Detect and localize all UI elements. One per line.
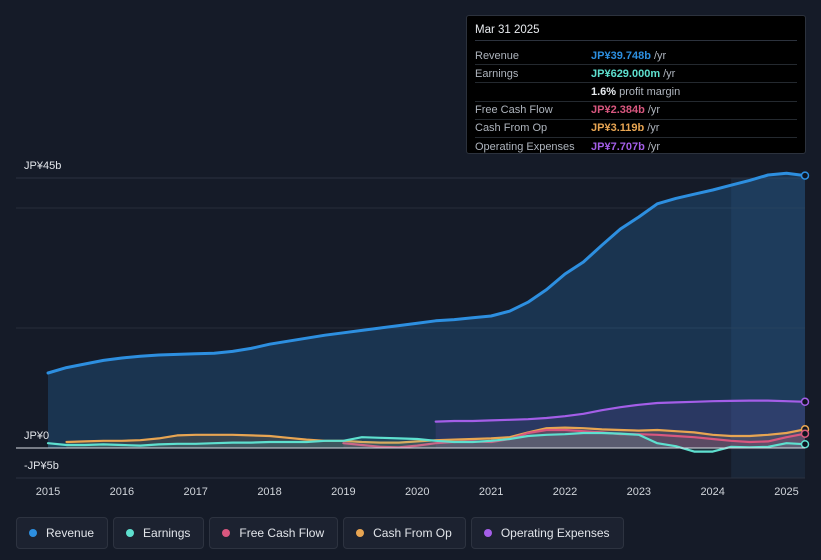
tooltip-row-value: JP¥629.000m/yr <box>591 67 676 80</box>
legend-dot-icon <box>356 529 365 537</box>
legend-dot-icon <box>29 529 37 537</box>
y-label-bottom: -JP¥5b <box>24 460 59 472</box>
x-tick-label: 2017 <box>183 486 207 498</box>
tooltip-row: Cash From Op JP¥3.119b/yr <box>475 120 797 138</box>
revenue-end-point <box>800 171 810 180</box>
tooltip-row-label: Free Cash Flow <box>475 104 553 117</box>
tooltip-row: Earnings JP¥629.000m/yr <box>475 65 797 84</box>
revenue-line <box>46 171 807 375</box>
tooltip-row-value: JP¥2.384b/yr <box>591 104 661 117</box>
tooltip-row-label: Cash From Op <box>475 122 548 135</box>
tooltip-row-value: 1.6% profit margin <box>591 85 681 98</box>
tooltip-row-label: Operating Expenses <box>475 140 575 153</box>
earnings-end-point <box>800 439 810 449</box>
revenue-area <box>48 173 805 448</box>
legend-item-revenue[interactable]: Revenue <box>16 517 109 549</box>
x-tick-label: 2019 <box>331 486 355 498</box>
tooltip-row: Revenue JP¥39.748b/yr <box>475 47 797 66</box>
tooltip-row-label: Revenue <box>475 49 520 62</box>
tooltip-date: Mar 31 2025 <box>475 24 797 41</box>
tooltip-row: Operating Expenses JP¥7.707b/yr <box>475 138 797 155</box>
legend-label: Earnings <box>143 526 191 540</box>
free-cash-flow-end-point <box>800 429 810 438</box>
legend-label: Cash From Op <box>373 526 452 540</box>
legend-item-operating-expenses[interactable]: Operating Expenses <box>470 517 624 549</box>
tooltip-row-value: JP¥39.748b/yr <box>591 49 667 62</box>
x-tick-label: 2020 <box>405 486 429 498</box>
x-tick-label: 2024 <box>700 486 724 498</box>
tooltip-row-value: JP¥3.119b/yr <box>591 122 660 135</box>
tooltip-panel: Mar 31 2025 Revenue JP¥39.748b/yr Earnings… <box>466 15 806 154</box>
tooltip-row-label: Earnings <box>475 67 519 80</box>
tooltip-row: 1.6% profit margin <box>475 83 797 102</box>
operating-expenses-line <box>434 399 807 423</box>
legend-dot-icon <box>483 529 492 537</box>
y-label-zero: JP¥0 <box>24 430 50 442</box>
legend-dot-icon <box>126 529 135 537</box>
x-tick-label: 2021 <box>479 486 503 498</box>
earnings-line <box>46 431 807 453</box>
tooltip-row-value: JP¥7.707b/yr <box>591 140 661 153</box>
x-tick-label: 2023 <box>627 486 651 498</box>
legend: Revenue Earnings Free Cash Flow Cash From O… <box>16 517 624 549</box>
legend-item-earnings[interactable]: Earnings <box>113 517 205 549</box>
x-tick-label: 2022 <box>553 486 577 498</box>
legend-item-free-cash-flow[interactable]: Free Cash Flow <box>209 517 339 549</box>
x-tick-label: 2016 <box>110 486 134 498</box>
x-tick-label: 2015 <box>36 486 60 498</box>
free-cash-flow-area <box>343 430 805 448</box>
legend-label: Revenue <box>46 526 95 540</box>
legend-label: Operating Expenses <box>500 526 610 540</box>
y-label-top: JP¥45b <box>24 160 62 172</box>
legend-dot-icon <box>222 529 231 537</box>
operating-expenses-end-point <box>800 397 810 407</box>
earnings-area <box>48 433 805 452</box>
free-cash-flow-line <box>342 428 807 449</box>
legend-label: Free Cash Flow <box>239 526 325 540</box>
tooltip-row: Free Cash Flow JP¥2.384b/yr <box>475 102 797 120</box>
x-tick-label: 2025 <box>774 486 798 498</box>
legend-item-cash-from-op[interactable]: Cash From Op <box>343 517 466 549</box>
x-tick-label: 2018 <box>257 486 281 498</box>
